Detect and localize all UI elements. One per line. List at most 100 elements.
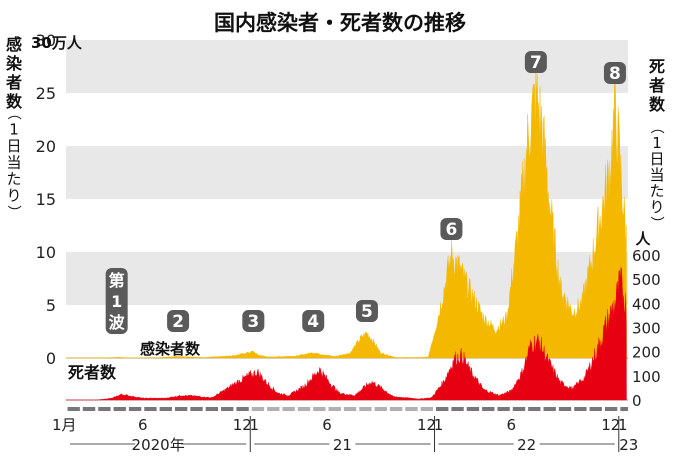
- wave-badge: [105, 268, 128, 334]
- month-tick-bar: [604, 407, 618, 411]
- right-axis-label-paren-char: た: [649, 182, 664, 200]
- x-tick-label: 1: [618, 416, 628, 434]
- month-tick-bar: [343, 407, 357, 411]
- month-tick-bar: [128, 407, 142, 411]
- month-tick-bar: [512, 407, 526, 411]
- left-axis-ticks: 0 5 10 15 20 25 30: [36, 31, 56, 368]
- right-tick-label: 400: [632, 295, 661, 313]
- left-tick-label: 15: [36, 190, 56, 209]
- left-axis-label-paren-char: ）: [5, 205, 21, 219]
- right-axis-label-paren-char: （: [648, 120, 664, 134]
- left-tick-label: 25: [36, 84, 56, 103]
- left-axis-label-char: 数: [6, 92, 23, 111]
- left-axis-label-paren-char: 1: [9, 121, 19, 139]
- month-tick-bar: [205, 407, 219, 411]
- month-tick-bar: [159, 407, 172, 411]
- wave-badge-text: 8: [609, 64, 621, 84]
- left-axis-label-char: 感: [6, 35, 22, 54]
- month-tick-bar: [620, 407, 628, 411]
- month-tick-bar: [359, 407, 372, 411]
- month-tick-bar: [482, 407, 495, 411]
- right-tick-label: 0: [632, 392, 642, 410]
- month-tick-bar: [282, 407, 295, 411]
- x-tick-label: 1月: [52, 416, 77, 434]
- wave-badge: [242, 310, 265, 332]
- left-axis-label-paren-char: 日: [6, 137, 21, 155]
- right-axis-ticks: 0 100 200 300 400 500 600: [632, 247, 661, 410]
- year-label: 21: [333, 436, 352, 454]
- wave-badge: [355, 300, 378, 322]
- wave-badge-text: 2: [172, 312, 184, 332]
- left-axis-label-char: 染: [5, 54, 23, 73]
- x-tick-label: 6: [138, 416, 148, 434]
- right-axis-label-paren-char: 当: [649, 166, 664, 184]
- month-tick-bar: [67, 407, 80, 411]
- x-tick-label: 1: [434, 416, 444, 434]
- right-tick-label: 100: [632, 368, 661, 386]
- month-tick-bar: [405, 407, 418, 411]
- x-tick-label: 12: [601, 416, 620, 434]
- month-tick-bar: [589, 407, 602, 411]
- deaths-area: [66, 266, 627, 401]
- year-label: 2020年: [132, 436, 185, 454]
- year-label: 23: [619, 436, 638, 454]
- x-tick-label: 6: [322, 416, 332, 434]
- month-tick-bar: [466, 407, 480, 411]
- month-tick-bar: [528, 407, 541, 411]
- x-tick-label: 12: [233, 416, 252, 434]
- right-axis-label-paren-char: ）: [648, 216, 664, 230]
- month-tick-bar: [251, 407, 265, 411]
- x-tick-label: 1: [249, 416, 259, 434]
- right-tick-label: 200: [632, 344, 661, 362]
- right-axis-label-char: 死: [649, 57, 665, 76]
- x-tick-label: 12: [417, 416, 436, 434]
- wave-badge: [440, 218, 463, 240]
- right-axis-label-char: 数: [649, 95, 666, 114]
- right-axis-label-char: 者: [648, 76, 665, 95]
- right-axis-label-paren-char: 1: [652, 134, 662, 152]
- wave-badge: [524, 51, 547, 73]
- month-tick-bar: [221, 407, 234, 411]
- wave-labels: 第 1 波 2 3 4 5 6 7 8: [105, 51, 626, 334]
- month-tick-bar: [174, 407, 188, 411]
- wave-badge-text: 第: [109, 271, 125, 290]
- wave-badge-text: 波: [109, 313, 126, 332]
- month-tick-bar: [451, 407, 464, 411]
- month-tick-bar: [144, 407, 157, 411]
- wave-badge: [167, 310, 190, 332]
- wave-badge-text: 6: [445, 220, 457, 240]
- left-axis-label-paren-char: た: [6, 170, 21, 188]
- left-axis-label-char: 者: [5, 73, 22, 92]
- month-tick-bar: [389, 407, 403, 411]
- month-tick-bar: [313, 407, 326, 411]
- month-tick-bar: [436, 407, 449, 411]
- right-axis-unit: 人: [635, 230, 651, 248]
- left-tick-label: 10: [36, 243, 56, 262]
- month-tick-bar: [113, 407, 126, 411]
- series-label-infections: 感染者数: [140, 340, 201, 358]
- infections-area: [66, 60, 627, 359]
- year-label: 22: [517, 436, 536, 454]
- right-tick-label: 600: [632, 247, 661, 265]
- month-tick-bar: [374, 407, 387, 411]
- x-tick-label: 6: [507, 416, 517, 434]
- wave-badge: [603, 62, 626, 84]
- wave-badge: [302, 310, 325, 332]
- month-tick-bar: [497, 407, 510, 411]
- chart-title: 国内感染者・死者数の推移: [214, 11, 466, 35]
- month-tick-bar: [236, 407, 249, 411]
- left-tick-label-top: 30: [36, 31, 56, 50]
- month-tick-bar: [543, 407, 556, 411]
- wave-badge-text: 3: [247, 312, 259, 332]
- month-tick-bar: [82, 407, 96, 411]
- month-tick-bar: [297, 407, 311, 411]
- month-tick-bar: [420, 407, 434, 411]
- left-axis-label-paren-char: （: [5, 106, 21, 120]
- left-axis-label-paren-char: 当: [6, 154, 21, 172]
- right-tick-label: 300: [632, 320, 661, 338]
